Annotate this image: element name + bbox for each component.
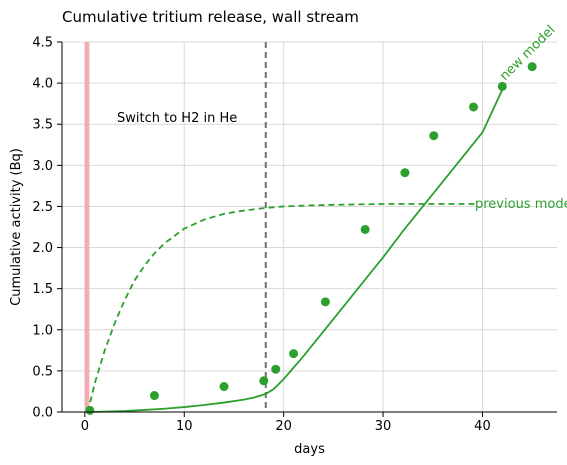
measurement-point [271, 364, 281, 374]
x-tick-label: 40 [474, 419, 491, 434]
measurement-point [429, 131, 439, 141]
x-tick-label: 30 [375, 419, 392, 434]
measurement-point [360, 224, 370, 234]
measurement-point [259, 376, 269, 386]
x-tick-label: 0 [81, 419, 89, 434]
y-tick-label: 1.0 [32, 323, 53, 338]
y-axis-label: Cumulative activity (Bq) [9, 148, 24, 306]
measurement-point [527, 62, 537, 72]
new-model-label: new model [497, 23, 558, 84]
x-tick-label: 10 [176, 419, 193, 434]
shaded-region-layer [84, 42, 90, 412]
y-tick-label: 2.5 [32, 200, 53, 215]
measurement-point [469, 102, 479, 112]
y-tick-label: 3.5 [32, 118, 53, 133]
measurement-point [85, 405, 95, 415]
vertical-line-label: Switch to H2 in He [117, 111, 237, 126]
chart-title: Cumulative tritium release, wall stream [62, 8, 359, 26]
measurement-point [497, 81, 507, 91]
grid-layer [62, 41, 557, 413]
x-tick-label: 20 [275, 419, 292, 434]
measurement-point [289, 349, 299, 359]
measurement-point [320, 297, 330, 307]
previous-model-line [86, 203, 478, 413]
shaded-region [84, 42, 90, 412]
y-tick-label: 1.5 [32, 282, 53, 297]
series-layer [85, 62, 537, 415]
x-axis-label: days [294, 442, 325, 457]
measurement-point [400, 168, 410, 178]
y-tick-label: 0.0 [32, 406, 53, 421]
axis-layer: 0 10 20 30 40 0.0 0.5 1.0 1.5 2.0 2.5 3.0 3.5 4.0 4.5 [32, 36, 557, 434]
y-tick-label: 2.0 [32, 241, 53, 256]
new-model-line [87, 89, 504, 413]
previous-model-label: previous model [475, 197, 567, 212]
measurement-point [149, 391, 159, 401]
y-tick-label: 0.5 [32, 364, 53, 379]
y-tick-label: 3.0 [32, 159, 53, 174]
y-tick-label: 4.5 [32, 36, 53, 51]
measurement-point [219, 382, 229, 392]
y-tick-label: 4.0 [32, 77, 53, 92]
